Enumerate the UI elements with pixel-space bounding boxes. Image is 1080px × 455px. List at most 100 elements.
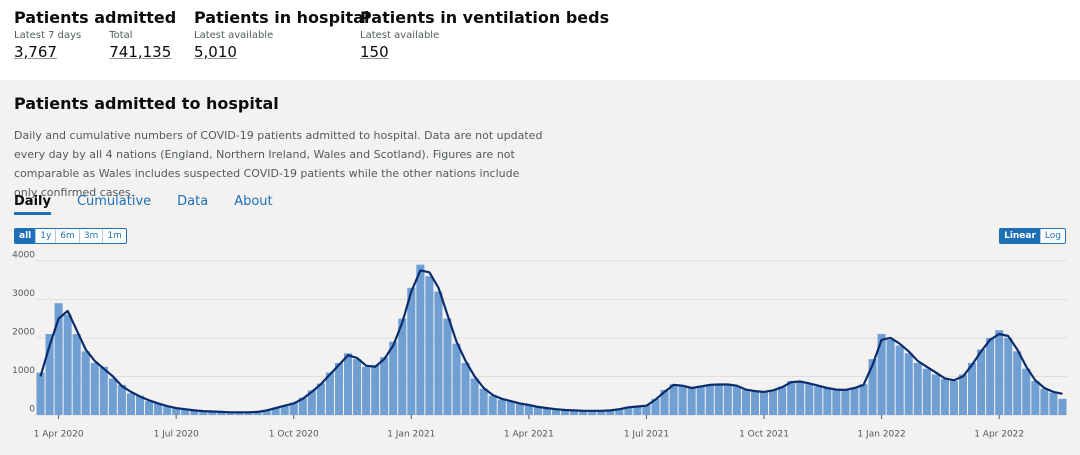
bar — [199, 411, 208, 415]
bar — [741, 389, 750, 415]
range-buttons: all 1y 6m 3m 1m — [14, 228, 127, 244]
bar — [805, 384, 814, 415]
bar — [343, 353, 353, 415]
range-button[interactable]: 6m — [56, 229, 80, 243]
line — [39, 269, 1063, 414]
scale-button[interactable]: Linear — [1000, 229, 1041, 243]
card: Patients admitted to hospital Daily and … — [0, 80, 1080, 455]
bar — [922, 368, 931, 415]
bar — [226, 412, 235, 415]
bar — [886, 339, 895, 415]
bar — [289, 402, 298, 415]
bar — [940, 379, 949, 415]
bar — [1040, 388, 1049, 415]
stat-label: Total — [109, 30, 133, 41]
bar — [841, 390, 850, 415]
bar — [597, 410, 606, 415]
stat-item: Latest available 150 — [360, 30, 439, 61]
bar — [325, 372, 334, 415]
bar — [154, 403, 163, 415]
stat: Patients in hospital Latest available 5,01… — [194, 8, 369, 61]
bar — [362, 366, 371, 415]
bar — [931, 374, 940, 415]
y-tick-label: 4000 — [12, 250, 35, 260]
tab[interactable]: Cumulative — [76, 194, 152, 209]
bar — [181, 409, 190, 415]
stat-item: Total 741,135 — [109, 30, 171, 61]
bar — [778, 386, 787, 415]
tab[interactable]: Daily — [14, 194, 51, 215]
range-button[interactable]: 1y — [36, 229, 57, 243]
bar — [579, 410, 588, 415]
bar — [669, 384, 678, 415]
bar — [271, 407, 280, 415]
bar — [280, 405, 289, 415]
stat-title: Patients in hospital — [194, 8, 370, 27]
bar — [660, 389, 669, 415]
bar — [506, 401, 515, 415]
card-title: Patients admitted to hospital — [14, 94, 279, 113]
bar — [217, 412, 226, 415]
bar — [859, 384, 868, 415]
stat-value: 5,010 — [194, 43, 237, 61]
bar — [615, 408, 624, 415]
bar — [353, 359, 362, 415]
bar — [678, 386, 687, 415]
bar — [72, 334, 81, 415]
y-tick-label: 0 — [29, 405, 35, 415]
range-button[interactable]: all — [15, 229, 37, 243]
bar — [1031, 381, 1040, 415]
bar — [760, 392, 769, 415]
bar — [1022, 368, 1031, 415]
x-tick-label: 1 Apr 2021 — [504, 430, 554, 440]
x-tick-label: 1 Oct 2021 — [739, 430, 789, 440]
bar — [904, 353, 913, 415]
bar — [606, 410, 615, 415]
x-tick-label: 1 Apr 2022 — [974, 430, 1024, 440]
bar — [1058, 398, 1067, 415]
bar — [796, 382, 805, 415]
bar — [696, 385, 705, 415]
stat-label: Latest available — [360, 30, 440, 41]
bar — [307, 390, 316, 415]
bar — [714, 384, 723, 415]
bar — [45, 334, 54, 415]
x-tick-label: 1 Jul 2020 — [154, 430, 199, 440]
bar — [208, 411, 217, 415]
bar — [687, 388, 696, 415]
scale-button[interactable]: Log — [1044, 231, 1061, 241]
bar — [145, 401, 154, 415]
bar — [235, 412, 244, 415]
bar — [769, 389, 778, 415]
x-tick-label: 1 Jan 2022 — [857, 430, 905, 440]
tab[interactable]: Data — [177, 194, 209, 209]
bar — [823, 388, 832, 415]
bar — [470, 378, 479, 415]
bar — [488, 395, 497, 415]
bar — [705, 384, 714, 415]
stat-title: Patients in ventilation beds — [360, 8, 610, 27]
bar — [732, 386, 741, 415]
stat: Patients admitted Latest 7 days 3,767 Total… — [14, 8, 176, 61]
bar — [624, 406, 633, 415]
bar — [986, 337, 995, 415]
range-button[interactable]: 3m — [80, 229, 104, 243]
scale-buttons: Linear Log — [999, 228, 1066, 244]
range-button[interactable]: 1m — [107, 231, 122, 241]
bar — [253, 411, 262, 415]
bar — [552, 409, 561, 415]
bar — [1049, 392, 1058, 415]
bar — [497, 399, 506, 415]
bar — [316, 383, 325, 415]
bar — [958, 374, 968, 415]
y-tick-label: 3000 — [12, 289, 35, 299]
bar — [913, 362, 922, 415]
tab[interactable]: About — [234, 194, 273, 209]
card-description: Daily and cumulative numbers of COVID-19… — [14, 129, 543, 199]
y-tick-label: 2000 — [12, 327, 35, 337]
bar — [588, 410, 597, 415]
bar — [389, 341, 398, 415]
bar — [108, 378, 117, 415]
bar — [787, 381, 796, 415]
